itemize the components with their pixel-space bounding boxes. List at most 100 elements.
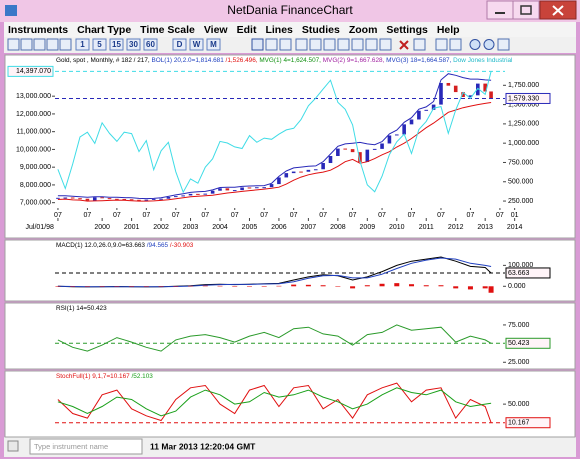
tool-icon[interactable] [379, 38, 392, 51]
x-minor-label: 07 [290, 212, 298, 219]
interval-label: D [177, 40, 183, 49]
tool-icon[interactable] [365, 38, 378, 51]
tool-icon[interactable] [337, 38, 350, 51]
interval-button[interactable] [75, 38, 90, 51]
series-line [57, 324, 492, 352]
last-value-box [505, 92, 551, 104]
tool-icon[interactable] [59, 38, 72, 51]
zoom-out-icon[interactable] [483, 39, 495, 50]
menu-item[interactable]: Studies [302, 24, 340, 36]
interval-label: M [210, 40, 217, 49]
menu-item[interactable]: Lines [265, 24, 293, 36]
input-placeholder: Type instrument name [34, 442, 108, 451]
title-bar [0, 0, 580, 22]
menu-item[interactable]: Edit [237, 24, 257, 36]
delete-icon[interactable] [399, 40, 409, 50]
candle [151, 198, 156, 200]
tool-icon[interactable] [497, 38, 510, 51]
interval-button[interactable] [126, 38, 141, 51]
interval-button[interactable] [92, 38, 107, 51]
x-tick-label: 2009 [360, 224, 376, 231]
x-tick-label: 2006 [271, 224, 287, 231]
maximize-button[interactable] [512, 0, 540, 20]
interval-button[interactable] [109, 38, 124, 51]
interval-button[interactable] [189, 38, 204, 51]
last-value-box [505, 417, 551, 429]
interval-button[interactable] [172, 38, 187, 51]
panel [4, 370, 576, 438]
candle [63, 197, 68, 199]
print-icon[interactable] [435, 38, 448, 51]
candle [218, 188, 222, 191]
tool-icon[interactable] [20, 38, 33, 51]
interval-label: W [193, 40, 201, 49]
x-tick-label: 2008 [330, 224, 346, 231]
menu-item[interactable]: Zoom [349, 24, 378, 36]
legend-entry: /1,526.496, [226, 57, 258, 64]
candle [417, 110, 421, 120]
x-tick-label: 2000 [94, 224, 110, 231]
y-tick-label: 1,500.000 [508, 101, 539, 108]
instrument-input[interactable] [29, 438, 143, 455]
tool-icon[interactable] [7, 38, 20, 51]
candle [431, 104, 436, 110]
legend: Gold, spot , Monthly, # 182 / 217, BOL(1… [56, 57, 512, 64]
tool-icon[interactable] [323, 38, 336, 51]
candle [489, 91, 493, 99]
tool-icon[interactable] [251, 38, 264, 51]
series-line [57, 71, 492, 194]
x-tick-label: 2003 [183, 224, 199, 231]
last-value-label: 1,579.330 [508, 95, 539, 102]
tool-icon[interactable] [413, 38, 426, 51]
histogram-bar [276, 285, 282, 287]
tool-icon[interactable] [449, 38, 462, 51]
panel [4, 54, 576, 239]
menu-item[interactable]: Chart Type [77, 24, 131, 36]
histogram-bar [70, 286, 76, 287]
menu-item[interactable]: Help [437, 24, 460, 36]
y-tick-label: 0.000 [508, 283, 526, 290]
tool-icon[interactable] [295, 38, 308, 51]
candle [306, 169, 311, 172]
minimize-button[interactable] [486, 0, 514, 20]
x-minor-label: 07 [142, 212, 150, 219]
y-tick-label: 9,000.000 [20, 164, 51, 171]
candle [321, 163, 325, 170]
tool-icon[interactable] [279, 38, 292, 51]
histogram-bar [84, 286, 90, 287]
tool-icon[interactable] [46, 38, 59, 51]
candle [174, 196, 178, 198]
menu-item[interactable]: Instruments [8, 24, 68, 36]
tool-icon[interactable] [33, 38, 46, 51]
candle [78, 198, 82, 200]
x-minor-label: 07 [467, 212, 475, 219]
tool-icon[interactable] [309, 38, 322, 51]
x-minor-label: 07 [408, 212, 416, 219]
candle [107, 198, 112, 200]
candle [358, 152, 362, 163]
histogram-bar [173, 286, 179, 287]
menu-item[interactable]: View [204, 24, 229, 36]
legend-entry: /-30.903 [170, 242, 194, 249]
candle [483, 83, 487, 92]
y-tick-label: 7,000.000 [20, 200, 51, 207]
close-icon [552, 5, 564, 16]
app-icon [5, 5, 17, 16]
tool-icon[interactable] [265, 38, 278, 51]
x-tick-label: 2005 [242, 224, 258, 231]
interval-label: 30 [129, 40, 138, 49]
interval-button[interactable] [143, 38, 158, 51]
legend: StochFull(1) 9,1,7=10.167 /52.103 [56, 373, 153, 380]
menu-item[interactable]: Settings [386, 24, 428, 36]
interval-button[interactable] [206, 38, 221, 51]
histogram-bar [409, 284, 415, 287]
zoom-in-icon[interactable] [469, 39, 481, 50]
histogram-bar [438, 285, 444, 287]
histogram-bar [305, 284, 311, 287]
candle [277, 177, 281, 185]
tool-icon[interactable] [351, 38, 364, 51]
legend-entry: BOL(1) 20,2.0=1,814.681 [151, 57, 224, 64]
candle [350, 149, 355, 153]
menu-item[interactable]: Time Scale [140, 24, 195, 36]
